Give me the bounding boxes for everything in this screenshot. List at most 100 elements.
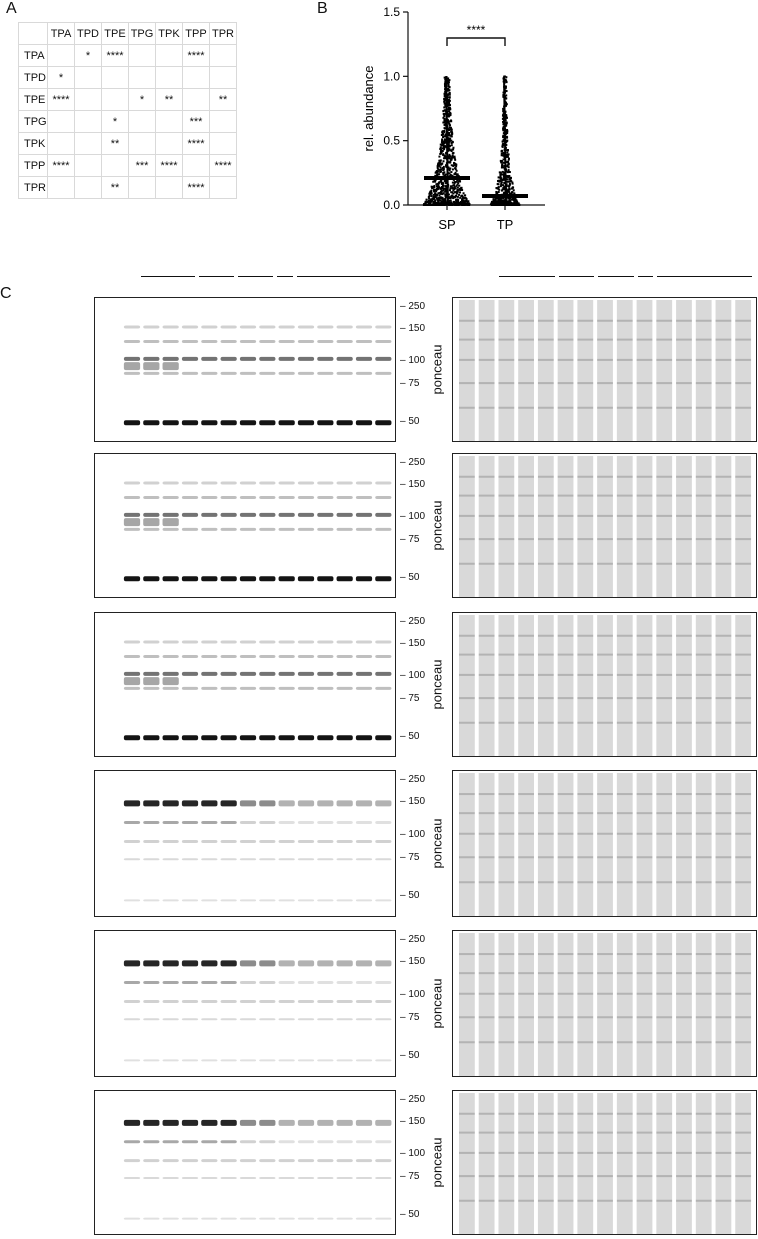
table-cell [47, 132, 75, 155]
western-blot-image [94, 612, 396, 757]
table-cell [74, 154, 102, 177]
marker-value: 150 [408, 956, 426, 968]
mw-marker: – 100 [400, 511, 425, 522]
western-blot-image [94, 1090, 396, 1235]
marker-value: 250 [408, 774, 426, 786]
table-cell: * [128, 88, 156, 111]
table-row-header: TPE [18, 88, 48, 111]
stage-group-line [140, 276, 196, 277]
western-blot-image [94, 297, 396, 442]
table-column-header: TPA [47, 22, 75, 45]
table-cell: **** [47, 88, 75, 111]
table-cell [74, 66, 102, 89]
table-cell [47, 176, 75, 199]
mw-marker: – 75 [400, 1171, 419, 1182]
marker-value: 50 [408, 730, 420, 742]
x-tick-label: TP [497, 217, 514, 232]
significance-table: TPA TPD TPE TPG TPK TPP TPR TPA * **** **** TPD * TPE… [18, 22, 237, 199]
table-cell: * [101, 110, 129, 133]
marker-value: 75 [408, 1171, 420, 1182]
table-cell [209, 132, 237, 155]
marker-value: 150 [408, 322, 426, 334]
table-cell [47, 110, 75, 133]
dot-column-tp [503, 76, 507, 206]
table-row-header: TPR [18, 176, 48, 199]
marker-tick: – [400, 1147, 409, 1159]
ponceau-label: ponceau [429, 659, 445, 709]
y-axis-label: rel. abundance [361, 65, 376, 151]
marker-value: 50 [408, 890, 420, 902]
panel-label-b: B [317, 0, 328, 17]
table-corner [18, 22, 48, 45]
table-row: TPK ** **** [18, 132, 237, 155]
stage-group-line [199, 276, 235, 277]
marker-value: 250 [408, 934, 426, 946]
marker-value: 150 [408, 637, 426, 649]
table-cell [182, 154, 210, 177]
marker-value: 100 [408, 988, 426, 1000]
western-blot-image [94, 770, 396, 917]
marker-value: 250 [408, 301, 426, 313]
table-cell [155, 176, 183, 199]
mw-marker: – 150 [400, 479, 425, 490]
table-cell: * [74, 44, 102, 67]
y-tick-label: 0.0 [383, 198, 400, 212]
marker-value: 250 [408, 457, 426, 469]
marker-value: 50 [408, 1208, 420, 1220]
table-cell [74, 176, 102, 199]
panel-label-c: C [0, 285, 12, 302]
marker-tick: – [400, 571, 409, 583]
stage-group-line [238, 276, 274, 277]
marker-value: 150 [408, 478, 426, 490]
abundance-dot-plot: 0.0 0.5 1.0 1.5 rel. abundance SP TP **** [361, 5, 545, 232]
table-cell [209, 66, 237, 89]
table-cell [155, 110, 183, 133]
marker-value: 75 [408, 852, 420, 864]
marker-tick: – [400, 693, 409, 704]
mw-marker: – 75 [400, 534, 419, 545]
ponceau-stain-image [452, 453, 757, 598]
marker-tick: – [400, 934, 409, 946]
mw-marker: – 100 [400, 829, 425, 840]
mw-marker: – 250 [400, 934, 425, 945]
mw-marker: – 50 [400, 1050, 419, 1061]
mw-marker: – 150 [400, 638, 425, 649]
marker-value: 250 [408, 616, 426, 628]
marker-tick: – [400, 510, 409, 522]
table-cell [47, 44, 75, 67]
table-cell [155, 66, 183, 89]
mw-marker: – 75 [400, 693, 419, 704]
significance-bracket [446, 37, 506, 46]
stage-group-line [598, 276, 634, 277]
mw-marker: – 50 [400, 416, 419, 427]
table-cell: ** [155, 88, 183, 111]
marker-value: 50 [408, 1050, 420, 1062]
table-cell [128, 66, 156, 89]
marker-tick: – [400, 616, 409, 628]
table-cell [182, 66, 210, 89]
mw-marker: – 50 [400, 1209, 419, 1220]
y-tick-label: 0.5 [383, 134, 400, 148]
marker-tick: – [400, 1094, 409, 1106]
stage-group-line [558, 276, 595, 277]
mw-marker: – 150 [400, 323, 425, 334]
table-cell: **** [47, 154, 75, 177]
table-cell [74, 132, 102, 155]
table-row-header: TPK [18, 132, 48, 155]
mw-marker: – 250 [400, 774, 425, 785]
marker-tick: – [400, 730, 409, 742]
ponceau-label: ponceau [429, 344, 445, 394]
table-cell [209, 176, 237, 199]
table-cell [128, 176, 156, 199]
marker-tick: – [400, 1208, 409, 1220]
table-row-header: TPP [18, 154, 48, 177]
marker-tick: – [400, 478, 409, 490]
mw-marker: – 150 [400, 1116, 425, 1127]
mw-marker: – 150 [400, 956, 425, 967]
table-column-header: TPE [101, 22, 129, 45]
table-row-header: TPG [18, 110, 48, 133]
marker-tick: – [400, 534, 409, 545]
table-cell [128, 132, 156, 155]
ponceau-stain-image [452, 770, 757, 917]
marker-tick: – [400, 457, 409, 469]
